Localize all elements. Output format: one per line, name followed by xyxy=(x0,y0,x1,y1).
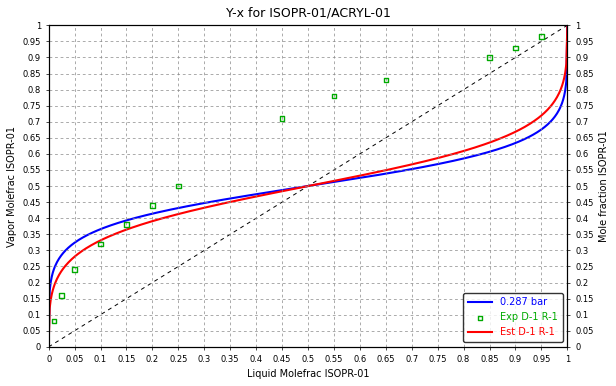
Est D-1 R-1 xyxy=(551,98,559,103)
Est D-1 R-1 xyxy=(326,179,333,184)
Exp D-1 R-1 xyxy=(49,318,59,324)
0.287 bar xyxy=(354,176,361,181)
0.287 bar xyxy=(551,114,559,119)
Line: 0.287 bar: 0.287 bar xyxy=(49,25,567,347)
0.287 bar xyxy=(294,185,302,190)
Exp D-1 R-1 xyxy=(381,77,391,83)
X-axis label: Liquid Molefrac ISOPR-01: Liquid Molefrac ISOPR-01 xyxy=(247,369,369,379)
Est D-1 R-1 xyxy=(294,186,302,190)
Est D-1 R-1 xyxy=(564,23,571,27)
Exp D-1 R-1 xyxy=(173,183,183,189)
Exp D-1 R-1 xyxy=(147,202,157,208)
Exp D-1 R-1 xyxy=(537,34,546,40)
0.287 bar xyxy=(45,345,52,349)
Y-axis label: Vapor Molefrac ISOPR-01: Vapor Molefrac ISOPR-01 xyxy=(7,125,17,247)
0.287 bar xyxy=(564,23,571,27)
Est D-1 R-1 xyxy=(291,186,299,191)
Exp D-1 R-1 xyxy=(329,93,339,99)
Legend: 0.287 bar, Exp D-1 R-1, Est D-1 R-1: 0.287 bar, Exp D-1 R-1, Est D-1 R-1 xyxy=(463,293,562,342)
Title: Y-x for ISOPR-01/ACRYL-01: Y-x for ISOPR-01/ACRYL-01 xyxy=(225,7,391,20)
Est D-1 R-1 xyxy=(354,174,361,178)
Exp D-1 R-1 xyxy=(70,267,79,273)
Exp D-1 R-1 xyxy=(121,222,131,228)
Exp D-1 R-1 xyxy=(57,292,67,298)
0.287 bar xyxy=(291,186,299,190)
0.287 bar xyxy=(470,154,477,158)
Est D-1 R-1 xyxy=(470,146,477,150)
Line: Est D-1 R-1: Est D-1 R-1 xyxy=(49,25,567,347)
Exp D-1 R-1 xyxy=(511,45,521,51)
Exp D-1 R-1 xyxy=(277,115,287,122)
Exp D-1 R-1 xyxy=(95,241,105,247)
Exp D-1 R-1 xyxy=(485,54,495,61)
0.287 bar xyxy=(326,180,333,185)
Y-axis label: Mole fraction ISOPR-01: Mole fraction ISOPR-01 xyxy=(599,130,609,242)
Est D-1 R-1 xyxy=(45,345,52,349)
